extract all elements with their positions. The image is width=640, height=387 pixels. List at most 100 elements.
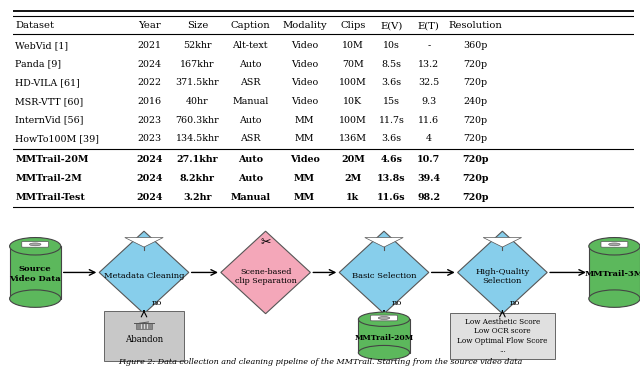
Text: 9.3: 9.3 (421, 97, 436, 106)
Text: Auto: Auto (239, 60, 262, 69)
Text: HowTo100M [39]: HowTo100M [39] (15, 134, 99, 143)
Text: InternVid [56]: InternVid [56] (15, 116, 84, 125)
Text: 720p: 720p (462, 193, 488, 202)
Text: Resolution: Resolution (449, 21, 502, 31)
Polygon shape (339, 231, 429, 314)
Polygon shape (99, 231, 189, 314)
Text: Basic Selection: Basic Selection (352, 272, 416, 281)
Text: ASR: ASR (240, 134, 260, 143)
Text: 10.7: 10.7 (417, 155, 440, 164)
FancyBboxPatch shape (601, 241, 628, 247)
Text: no: no (510, 299, 520, 307)
Text: Video: Video (291, 79, 318, 87)
Text: Size: Size (187, 21, 208, 31)
Text: 3.6s: 3.6s (381, 134, 401, 143)
Text: 11.6: 11.6 (418, 116, 439, 125)
Text: HD-VILA [61]: HD-VILA [61] (15, 79, 80, 87)
Text: 8.5s: 8.5s (381, 60, 401, 69)
Text: 720p: 720p (463, 116, 487, 125)
Text: 100M: 100M (339, 116, 367, 125)
Text: 134.5khr: 134.5khr (175, 134, 220, 143)
Text: MM: MM (294, 193, 315, 202)
Ellipse shape (10, 290, 61, 307)
Text: 13.8s: 13.8s (377, 174, 406, 183)
Text: 720p: 720p (462, 174, 488, 183)
Text: MM: MM (294, 174, 315, 183)
FancyBboxPatch shape (450, 313, 556, 359)
Text: Abandon: Abandon (125, 335, 163, 344)
Text: MMTrail-20M: MMTrail-20M (15, 155, 89, 164)
Text: Source
Video Data: Source Video Data (10, 265, 61, 283)
FancyBboxPatch shape (10, 246, 61, 299)
Text: 2024: 2024 (136, 155, 163, 164)
Text: 240p: 240p (463, 97, 487, 106)
Text: 4: 4 (426, 134, 432, 143)
Text: ✂: ✂ (260, 236, 271, 249)
Text: 2024: 2024 (138, 60, 161, 69)
Text: -: - (427, 41, 430, 50)
Text: WebVid [1]: WebVid [1] (15, 41, 68, 50)
FancyBboxPatch shape (589, 246, 640, 299)
FancyBboxPatch shape (136, 323, 152, 329)
Text: ASR: ASR (240, 79, 260, 87)
Text: Modality: Modality (282, 21, 327, 31)
Text: Year: Year (138, 21, 161, 31)
Text: 3.2hr: 3.2hr (183, 193, 212, 202)
Text: Video: Video (291, 97, 318, 106)
Text: 8.2khr: 8.2khr (180, 174, 215, 183)
Text: Auto: Auto (237, 155, 263, 164)
Text: Panda [9]: Panda [9] (15, 60, 61, 69)
Text: MMTrail-20M: MMTrail-20M (355, 334, 413, 341)
Text: 720p: 720p (463, 60, 487, 69)
Text: 2024: 2024 (136, 174, 163, 183)
Text: 2023: 2023 (138, 116, 161, 125)
Text: 3.6s: 3.6s (381, 79, 401, 87)
Text: Dataset: Dataset (15, 21, 54, 31)
Text: 720p: 720p (462, 155, 488, 164)
Polygon shape (365, 238, 403, 247)
Text: 10M: 10M (342, 41, 364, 50)
Text: 2023: 2023 (138, 134, 161, 143)
Text: Video: Video (291, 60, 318, 69)
Ellipse shape (10, 238, 61, 255)
Text: 10K: 10K (343, 97, 362, 106)
Text: Manual: Manual (232, 97, 268, 106)
Text: 4.6s: 4.6s (381, 155, 403, 164)
FancyBboxPatch shape (358, 319, 410, 353)
Text: Figure 2: Data collection and cleaning pipeline of the MMTrail. Starting from th: Figure 2: Data collection and cleaning p… (118, 358, 522, 366)
Text: MMTrail-2M: MMTrail-2M (15, 174, 82, 183)
Text: 167khr: 167khr (180, 60, 215, 69)
Text: 39.4: 39.4 (417, 174, 440, 183)
Text: MSR-VTT [60]: MSR-VTT [60] (15, 97, 84, 106)
Text: ⬜: ⬜ (612, 239, 616, 245)
Ellipse shape (358, 312, 410, 326)
Text: 2021: 2021 (138, 41, 161, 50)
Circle shape (29, 243, 41, 246)
Text: 100M: 100M (339, 79, 367, 87)
Polygon shape (221, 231, 310, 314)
Text: 10s: 10s (383, 41, 400, 50)
Text: Low Aesthetic Score
Low OCR score
Low Optimal Flow Score
...: Low Aesthetic Score Low OCR score Low Op… (457, 318, 548, 354)
Polygon shape (483, 238, 522, 247)
Circle shape (378, 317, 390, 319)
Text: 13.2: 13.2 (418, 60, 439, 69)
FancyBboxPatch shape (22, 241, 49, 247)
Text: no: no (152, 299, 162, 307)
Text: Alt-text: Alt-text (232, 41, 268, 50)
Text: Video: Video (291, 41, 318, 50)
Ellipse shape (589, 238, 640, 255)
Text: Auto: Auto (239, 116, 262, 125)
Text: 2022: 2022 (138, 79, 161, 87)
Text: Manual: Manual (230, 193, 270, 202)
Text: 1k: 1k (346, 193, 359, 202)
Text: ⬜: ⬜ (33, 239, 37, 245)
Text: 760.3khr: 760.3khr (175, 116, 220, 125)
Text: MMTrail-Test: MMTrail-Test (15, 193, 85, 202)
Text: 720p: 720p (463, 79, 487, 87)
Text: 2M: 2M (344, 174, 361, 183)
Text: no: no (392, 299, 402, 307)
Text: Auto: Auto (237, 174, 263, 183)
Text: Clips: Clips (340, 21, 365, 31)
Text: 11.7s: 11.7s (378, 116, 404, 125)
Text: Video: Video (290, 155, 319, 164)
